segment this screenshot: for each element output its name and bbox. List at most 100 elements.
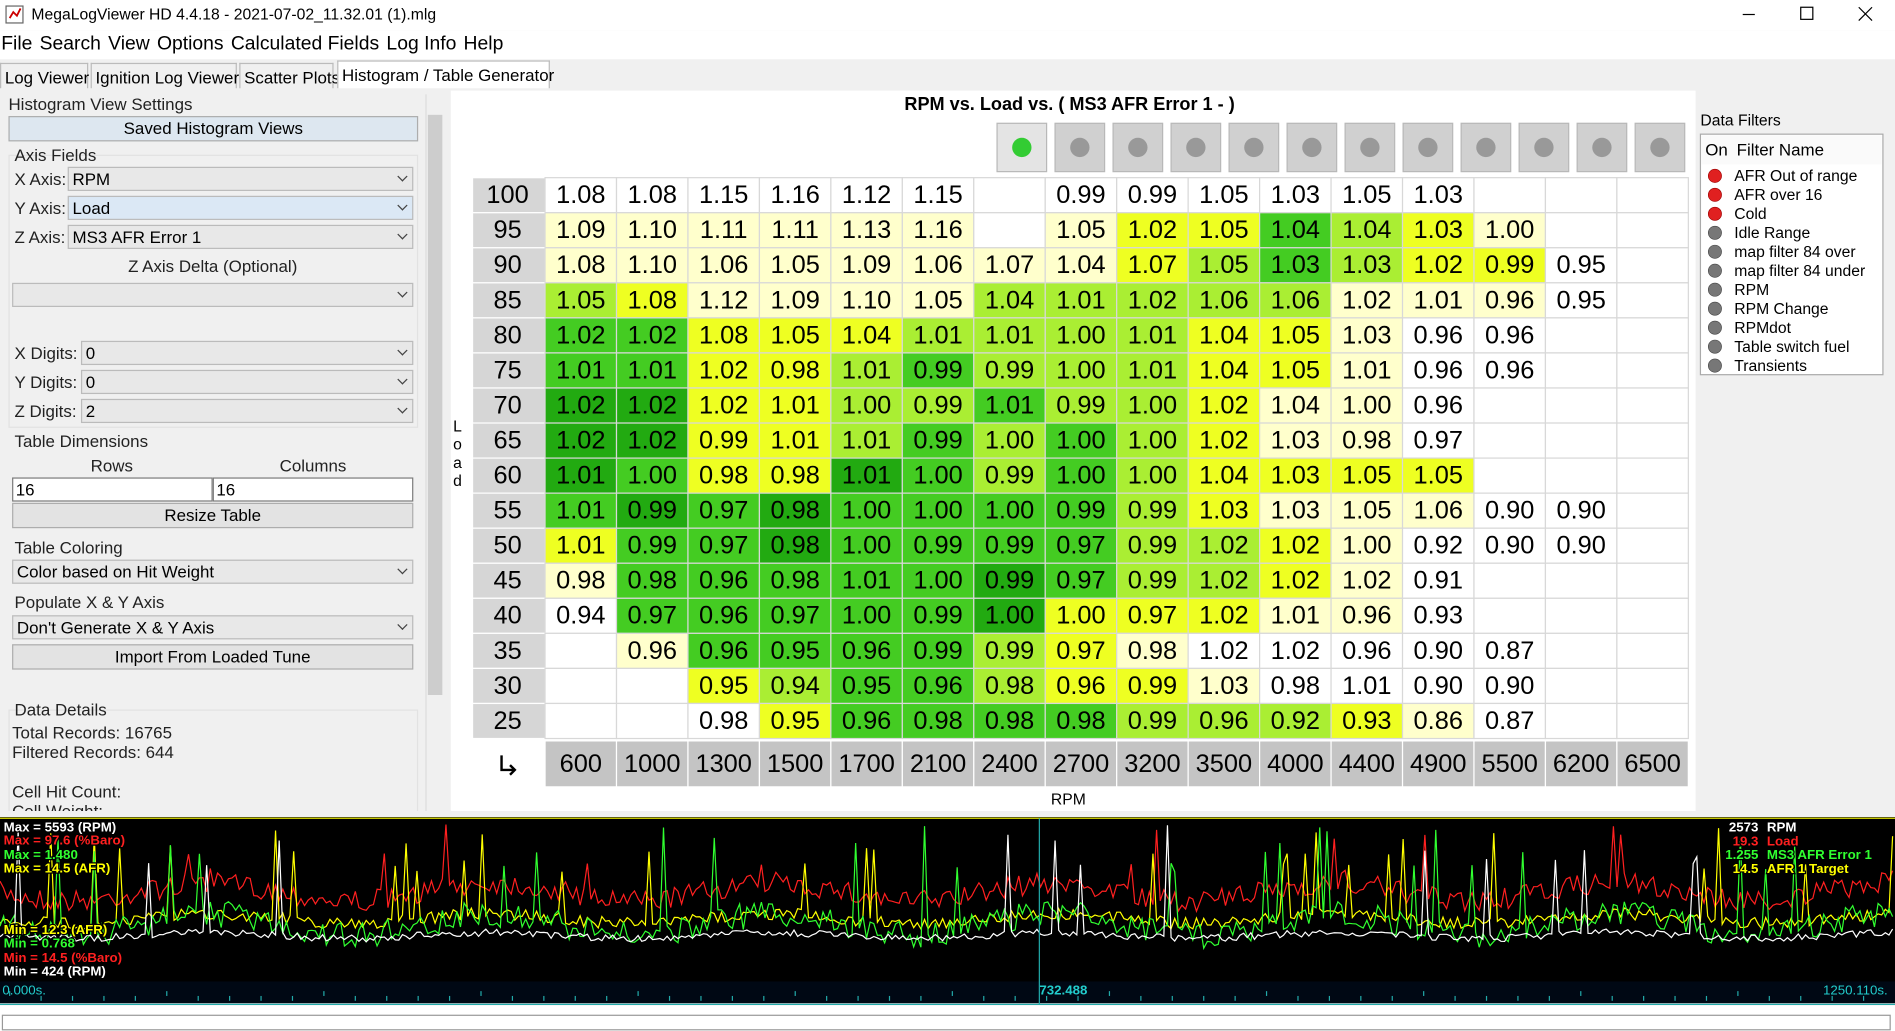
table-cell[interactable] — [758, 597, 832, 634]
table-cell[interactable] — [1544, 562, 1618, 599]
table-cell[interactable] — [1616, 492, 1689, 529]
table-cell[interactable] — [758, 492, 832, 529]
table-cell[interactable] — [758, 317, 832, 354]
combo-box[interactable]: Load — [67, 195, 414, 220]
table-cell[interactable] — [1330, 352, 1404, 389]
table-cell[interactable] — [1259, 317, 1332, 354]
table-cell[interactable] — [615, 527, 689, 564]
table-cell[interactable] — [1401, 457, 1475, 494]
table-cell[interactable] — [1401, 282, 1475, 319]
text-input[interactable]: 16 — [212, 477, 414, 502]
table-cell[interactable] — [1544, 387, 1618, 424]
combo-box[interactable]: 2 — [80, 398, 414, 424]
table-cell[interactable] — [1544, 282, 1618, 319]
table-cell[interactable] — [1544, 352, 1618, 389]
table-cell[interactable] — [615, 352, 689, 389]
toolbar-button[interactable] — [1112, 122, 1164, 173]
table-cell[interactable] — [1473, 492, 1547, 529]
table-cell[interactable] — [901, 317, 975, 354]
combo-box[interactable]: Color based on Hit Weight — [12, 559, 414, 584]
text-input[interactable]: 16 — [12, 477, 213, 502]
table-cell[interactable] — [1616, 387, 1689, 424]
table-cell[interactable] — [973, 422, 1046, 459]
filter-toggle[interactable] — [1707, 187, 1722, 202]
table-cell[interactable] — [1116, 387, 1189, 424]
table-cell[interactable] — [1401, 317, 1475, 354]
table-cell[interactable] — [1116, 562, 1189, 599]
table-cell[interactable] — [1259, 387, 1332, 424]
table-cell[interactable] — [1401, 562, 1475, 599]
table-cell[interactable] — [1473, 597, 1547, 634]
menu-item[interactable]: View — [108, 33, 150, 55]
table-cell[interactable] — [1259, 667, 1332, 705]
table-cell[interactable] — [615, 562, 689, 599]
table-cell[interactable] — [1044, 317, 1118, 354]
table-cell[interactable] — [1616, 422, 1689, 459]
button[interactable]: Saved Histogram Views — [8, 116, 419, 142]
table-cell[interactable] — [687, 212, 761, 249]
toolbar-button[interactable] — [1518, 122, 1570, 173]
table-cell[interactable] — [1544, 422, 1618, 459]
table-cell[interactable] — [901, 352, 975, 389]
log-scrollbar[interactable] — [1, 1014, 1891, 1031]
table-cell[interactable] — [1187, 212, 1261, 249]
filter-toggle[interactable] — [1707, 168, 1722, 183]
table-cell[interactable] — [973, 632, 1046, 670]
table-cell[interactable] — [544, 702, 618, 740]
filter-toggle[interactable] — [1707, 339, 1722, 354]
toolbar-button[interactable] — [1460, 122, 1512, 173]
table-cell[interactable] — [687, 492, 761, 529]
table-cell[interactable] — [1044, 352, 1118, 389]
table-cell[interactable] — [1330, 422, 1404, 459]
filter-toggle[interactable] — [1707, 320, 1722, 335]
table-cell[interactable] — [1330, 492, 1404, 529]
table-cell[interactable] — [901, 212, 975, 249]
table-cell[interactable] — [1544, 317, 1618, 354]
table-cell[interactable] — [544, 212, 618, 249]
table-cell[interactable] — [1401, 492, 1475, 529]
table-cell[interactable] — [1544, 177, 1618, 214]
table-cell[interactable] — [1187, 247, 1261, 284]
table-cell[interactable] — [1616, 562, 1689, 599]
filter-toggle[interactable] — [1707, 225, 1722, 240]
combo-box[interactable]: RPM — [67, 166, 414, 191]
table-cell[interactable] — [758, 247, 832, 284]
table-cell[interactable] — [758, 387, 832, 424]
menu-item[interactable]: Help — [463, 33, 504, 55]
table-cell[interactable] — [830, 422, 903, 459]
table-cell[interactable] — [544, 317, 618, 354]
table-cell[interactable] — [901, 702, 975, 740]
table-cell[interactable] — [973, 667, 1046, 705]
filter-toggle[interactable] — [1707, 282, 1722, 297]
table-cell[interactable] — [1616, 632, 1689, 670]
table-cell[interactable] — [615, 387, 689, 424]
table-cell[interactable] — [687, 282, 761, 319]
table-cell[interactable] — [1473, 562, 1547, 599]
table-cell[interactable] — [830, 317, 903, 354]
table-cell[interactable] — [1187, 282, 1261, 319]
table-cell[interactable] — [1473, 387, 1547, 424]
filter-toggle[interactable] — [1707, 358, 1722, 373]
table-cell[interactable] — [544, 457, 618, 494]
table-cell[interactable] — [687, 387, 761, 424]
table-cell[interactable] — [615, 667, 689, 705]
table-cell[interactable] — [615, 457, 689, 494]
table-cell[interactable] — [1187, 352, 1261, 389]
combo-box[interactable]: 0 — [80, 340, 414, 366]
table-cell[interactable] — [1544, 667, 1618, 705]
table-cell[interactable] — [1116, 247, 1189, 284]
table-cell[interactable] — [901, 492, 975, 529]
table-cell[interactable] — [1616, 702, 1689, 740]
table-cell[interactable] — [1116, 282, 1189, 319]
table-cell[interactable] — [1187, 527, 1261, 564]
close-button[interactable] — [1858, 6, 1873, 21]
table-cell[interactable] — [1473, 177, 1547, 214]
table-cell[interactable] — [1116, 667, 1189, 705]
table-cell[interactable] — [615, 492, 689, 529]
table-cell[interactable] — [758, 212, 832, 249]
table-cell[interactable] — [973, 387, 1046, 424]
table-cell[interactable] — [615, 597, 689, 634]
filter-toggle[interactable] — [1707, 263, 1722, 278]
table-cell[interactable] — [1044, 492, 1118, 529]
table-cell[interactable] — [758, 177, 832, 214]
